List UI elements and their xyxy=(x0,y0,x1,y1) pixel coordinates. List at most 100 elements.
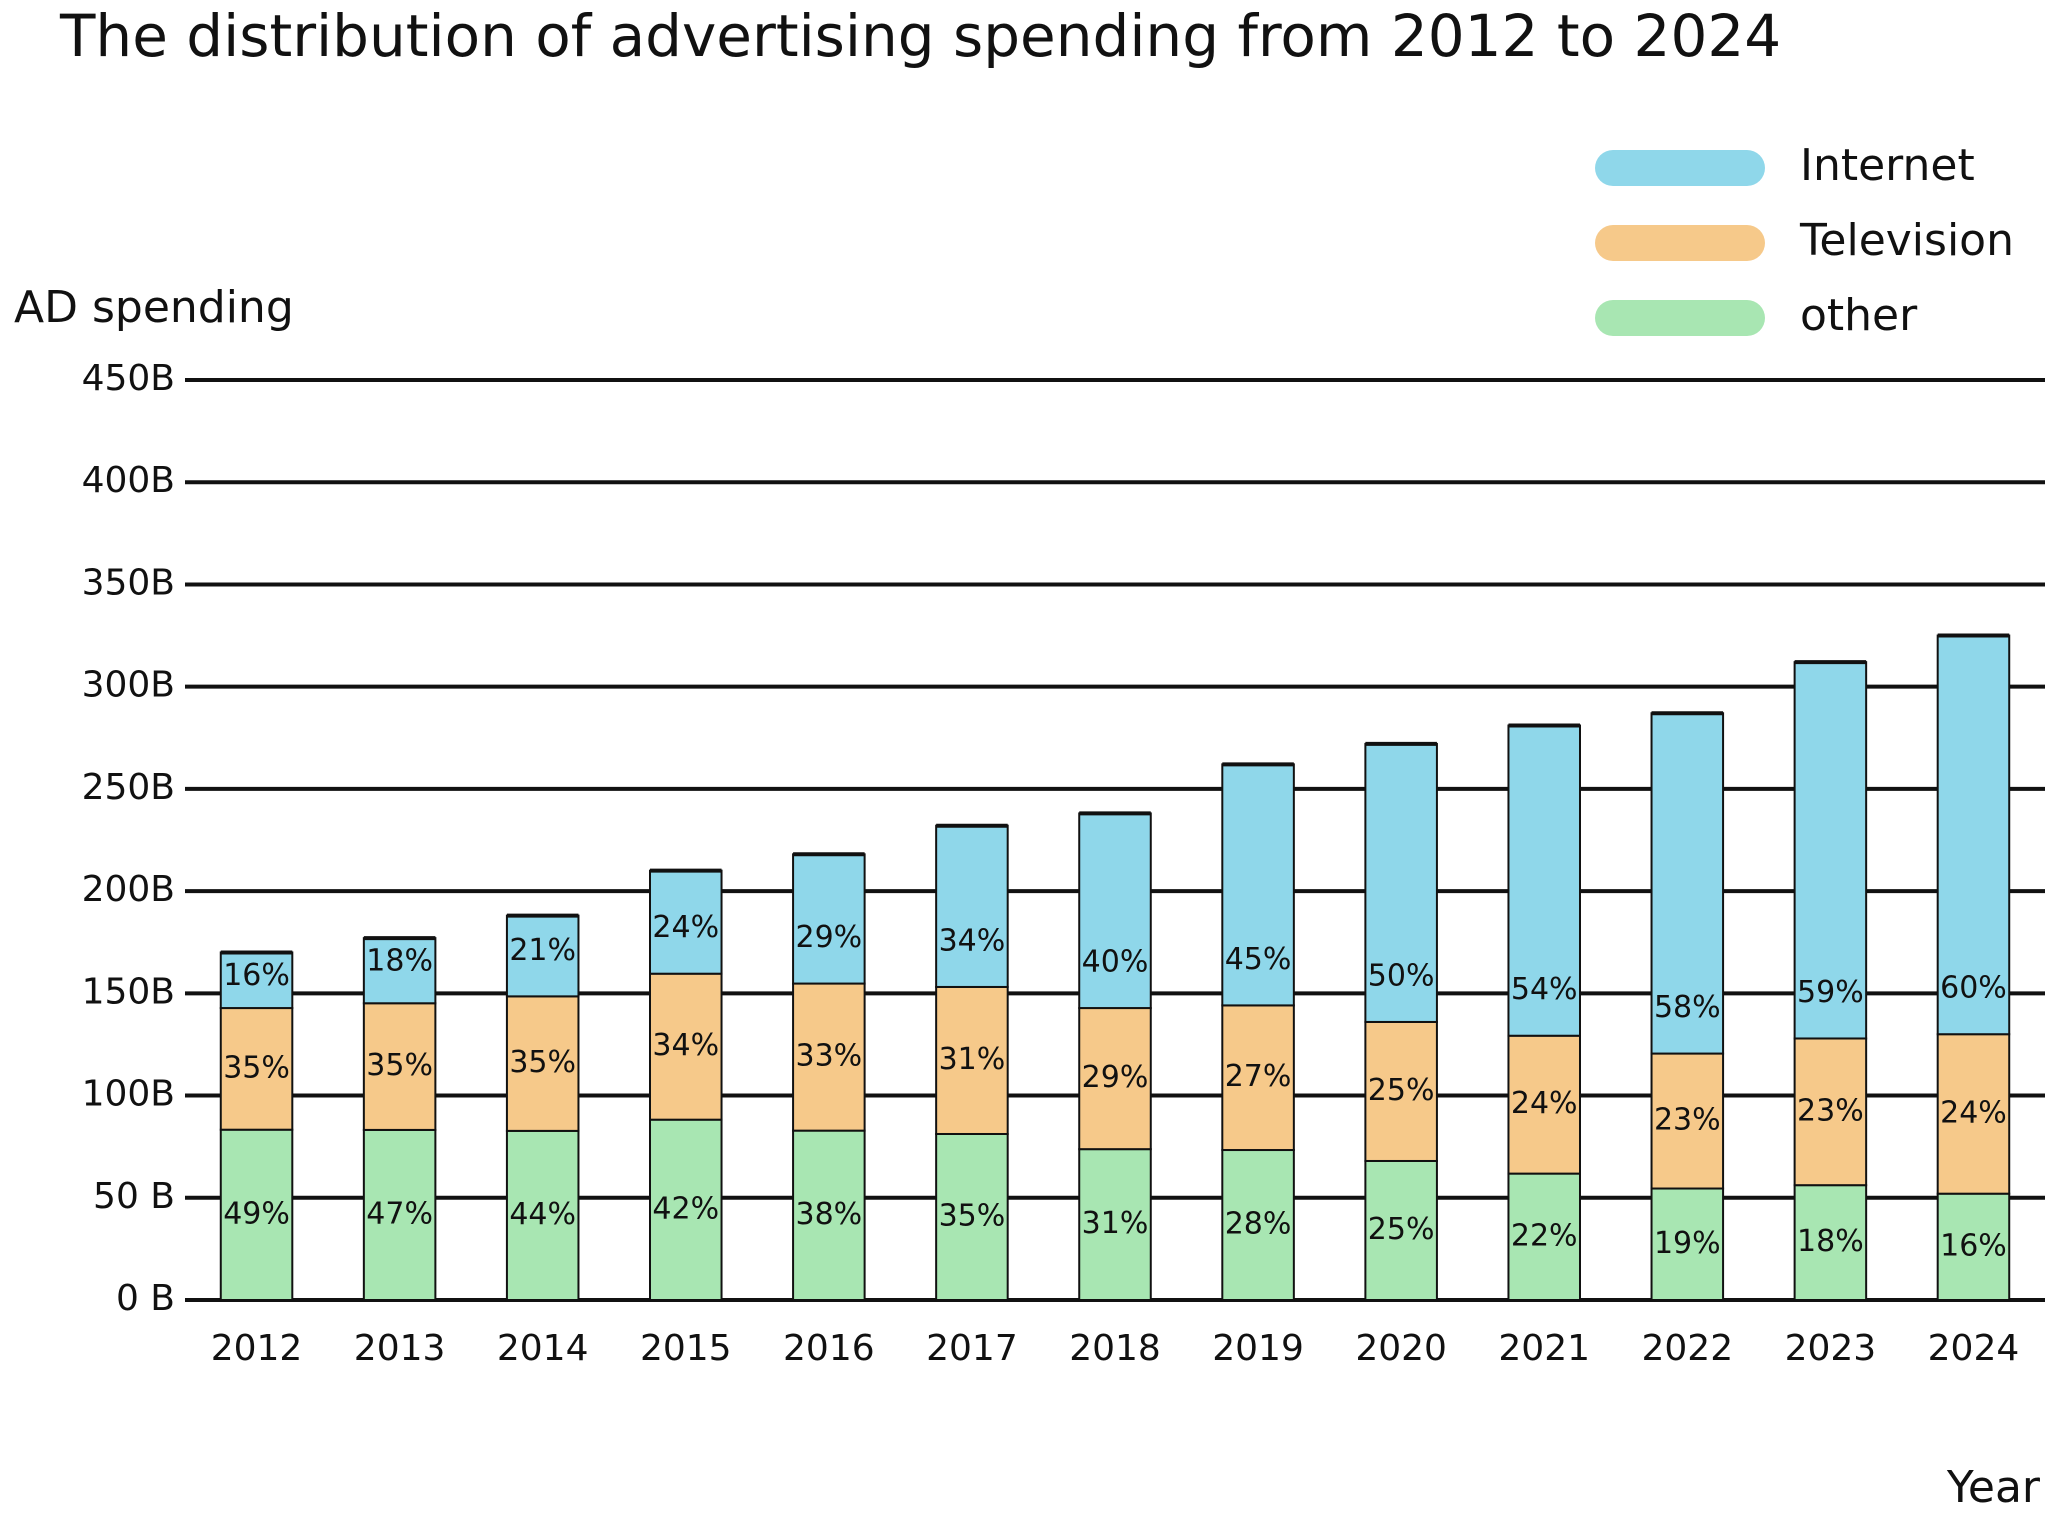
y-tick-label: 400B xyxy=(82,460,175,501)
bar-segment xyxy=(1936,1192,2011,1301)
chart-title: The distribution of advertising spending… xyxy=(59,2,1781,70)
bar-segment xyxy=(1507,1034,1582,1175)
data-label: 22% xyxy=(1511,1218,1578,1253)
x-tick-label: 2022 xyxy=(1641,1328,1733,1369)
data-label: 35% xyxy=(223,1050,290,1085)
data-label: 42% xyxy=(652,1191,719,1226)
legend-label: other xyxy=(1800,290,1918,341)
y-tick-label: 0 B xyxy=(116,1278,175,1319)
data-label: 18% xyxy=(366,944,433,979)
bar-segment xyxy=(792,853,866,985)
y-tick-label: 100B xyxy=(82,1074,175,1115)
x-tick-label: 2021 xyxy=(1498,1328,1590,1369)
bar-segment xyxy=(362,1128,437,1301)
x-tick-label: 2024 xyxy=(1928,1328,2020,1369)
bar-segment xyxy=(649,1118,723,1302)
bar-segment xyxy=(1221,763,1295,1007)
legend-swatch xyxy=(1595,300,1765,336)
bar-segment xyxy=(792,1129,866,1301)
bar-segment xyxy=(1793,1184,1868,1301)
bar-segment xyxy=(1507,724,1582,1037)
data-label: 40% xyxy=(1082,945,1149,980)
data-label: 18% xyxy=(1797,1224,1864,1259)
bar-segment xyxy=(1364,1020,1438,1162)
x-axis-label: Year xyxy=(1946,1462,2041,1513)
y-tick-label: 50 B xyxy=(93,1176,175,1217)
data-label: 35% xyxy=(939,1198,1006,1233)
x-tick-label: 2018 xyxy=(1069,1328,1161,1369)
data-label: 19% xyxy=(1654,1226,1721,1261)
y-tick-label: 150B xyxy=(82,971,175,1012)
data-label: 35% xyxy=(509,1045,576,1080)
data-label: 23% xyxy=(1797,1093,1864,1128)
data-label: 29% xyxy=(1082,1060,1149,1095)
data-label: 24% xyxy=(1511,1086,1578,1121)
data-label: 49% xyxy=(223,1196,290,1231)
x-tick-label: 2013 xyxy=(354,1328,446,1369)
data-label: 44% xyxy=(509,1197,576,1232)
data-label: 33% xyxy=(796,1039,863,1074)
bar-segment xyxy=(935,985,1009,1135)
bar-segment xyxy=(1221,1004,1295,1152)
data-label: 24% xyxy=(652,910,719,945)
data-label: 24% xyxy=(1940,1095,2007,1130)
data-label: 23% xyxy=(1654,1103,1721,1138)
data-label: 16% xyxy=(223,958,290,993)
y-axis-label: AD spending xyxy=(14,282,294,333)
x-tick-label: 2023 xyxy=(1785,1328,1877,1369)
x-tick-label: 2014 xyxy=(497,1328,589,1369)
x-tick-label: 2016 xyxy=(783,1328,875,1369)
bar-segment xyxy=(792,982,866,1132)
data-label: 25% xyxy=(1368,1073,1435,1108)
y-tick-label: 200B xyxy=(82,869,175,910)
legend-label: Television xyxy=(1799,215,2014,266)
legend-swatch xyxy=(1595,150,1765,186)
y-tick-label: 300B xyxy=(82,665,175,706)
data-label: 35% xyxy=(366,1048,433,1083)
x-tick-label: 2015 xyxy=(640,1328,732,1369)
legend-label: Internet xyxy=(1800,140,1975,191)
bar-segment xyxy=(1364,1159,1438,1301)
data-label: 31% xyxy=(939,1042,1006,1077)
data-label: 60% xyxy=(1940,971,2007,1006)
data-label: 34% xyxy=(939,923,1006,958)
data-label: 54% xyxy=(1511,972,1578,1007)
data-label: 38% xyxy=(796,1197,863,1232)
bar-segment xyxy=(1650,712,1725,1055)
data-label: 28% xyxy=(1225,1207,1292,1242)
data-label: 31% xyxy=(1082,1206,1149,1241)
data-label: 45% xyxy=(1225,942,1292,977)
bar-segment xyxy=(362,1002,437,1131)
data-label: 59% xyxy=(1797,975,1864,1010)
data-label: 29% xyxy=(796,920,863,955)
data-label: 27% xyxy=(1225,1059,1292,1094)
bar-segment xyxy=(219,951,294,1010)
data-label: 34% xyxy=(652,1028,719,1063)
legend-swatch xyxy=(1595,225,1765,261)
data-label: 25% xyxy=(1368,1212,1435,1247)
x-tick-label: 2017 xyxy=(926,1328,1018,1369)
bar-segment xyxy=(935,824,1009,988)
bar-segment xyxy=(1364,742,1438,1023)
y-tick-label: 250B xyxy=(82,767,175,808)
x-tick-label: 2019 xyxy=(1212,1328,1304,1369)
data-label: 50% xyxy=(1368,958,1435,993)
bar-segment xyxy=(1078,812,1152,1010)
y-tick-label: 450B xyxy=(82,358,175,399)
data-label: 58% xyxy=(1654,990,1721,1025)
data-label: 21% xyxy=(509,933,576,968)
y-tick-label: 350B xyxy=(82,562,175,603)
data-label: 47% xyxy=(366,1196,433,1231)
bar-segment xyxy=(1793,661,1868,1040)
data-label: 16% xyxy=(1940,1228,2007,1263)
bar-segment xyxy=(1078,1148,1152,1301)
bar-segment xyxy=(935,1132,1009,1301)
x-tick-label: 2012 xyxy=(211,1328,303,1369)
bar-segment xyxy=(505,1129,580,1301)
bar-segment xyxy=(1793,1037,1868,1187)
bar-segment xyxy=(505,995,580,1132)
bar-segment xyxy=(649,869,723,975)
bar-segment xyxy=(1936,634,2011,1036)
x-tick-label: 2020 xyxy=(1355,1328,1447,1369)
